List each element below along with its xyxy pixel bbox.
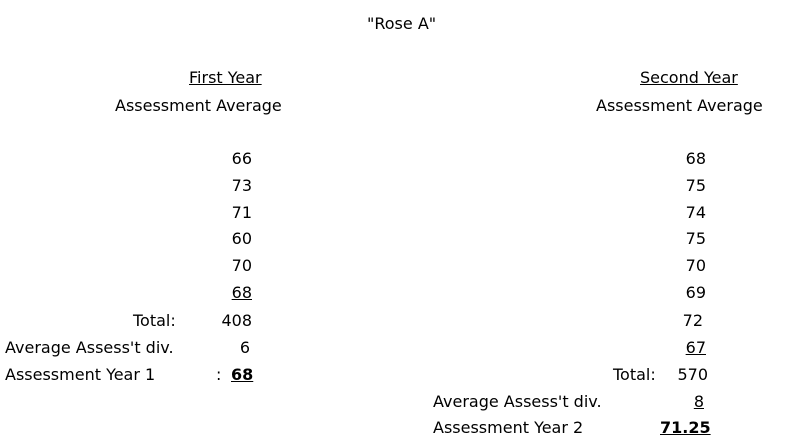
first-year-score: 70 [231, 256, 252, 275]
second-year-score: 75 [685, 229, 706, 248]
second-year-score-last: 67 [685, 338, 706, 357]
second-year-heading: Second Year [640, 68, 738, 87]
first-year-score-last: 68 [231, 283, 252, 302]
first-year-total-label: Total: [133, 311, 176, 330]
first-year-score: 60 [231, 229, 252, 248]
first-year-result-label: Assessment Year 1 [5, 365, 156, 384]
second-year-score: 68 [685, 149, 706, 168]
second-year-total-label: Total: [613, 365, 656, 384]
first-year-subheading: Assessment Average [115, 96, 282, 115]
first-year-score: 66 [231, 149, 252, 168]
first-year-div-value: 6 [239, 338, 250, 357]
first-year-heading: First Year [189, 68, 262, 87]
second-year-score: 75 [685, 176, 706, 195]
first-year-result-value: 68 [231, 365, 254, 384]
second-year-div-label: Average Assess't div. [433, 392, 602, 411]
first-year-score: 71 [231, 203, 252, 222]
second-year-result-value: 71.25 [660, 418, 711, 437]
second-year-score: 69 [685, 283, 706, 302]
second-year-result-label: Assessment Year 2 [433, 418, 584, 437]
page-title: "Rose A" [367, 14, 437, 33]
second-year-score: 72 [682, 311, 703, 330]
second-year-score: 74 [685, 203, 706, 222]
second-year-total-value: 570 [677, 365, 708, 384]
second-year-subheading: Assessment Average [596, 96, 763, 115]
second-year-div-value: 8 [693, 392, 704, 411]
second-year-score: 70 [685, 256, 706, 275]
first-year-div-label: Average Assess't div. [5, 338, 174, 357]
first-year-score: 73 [231, 176, 252, 195]
first-year-result-colon: : [216, 365, 222, 384]
first-year-total-value: 408 [221, 311, 252, 330]
